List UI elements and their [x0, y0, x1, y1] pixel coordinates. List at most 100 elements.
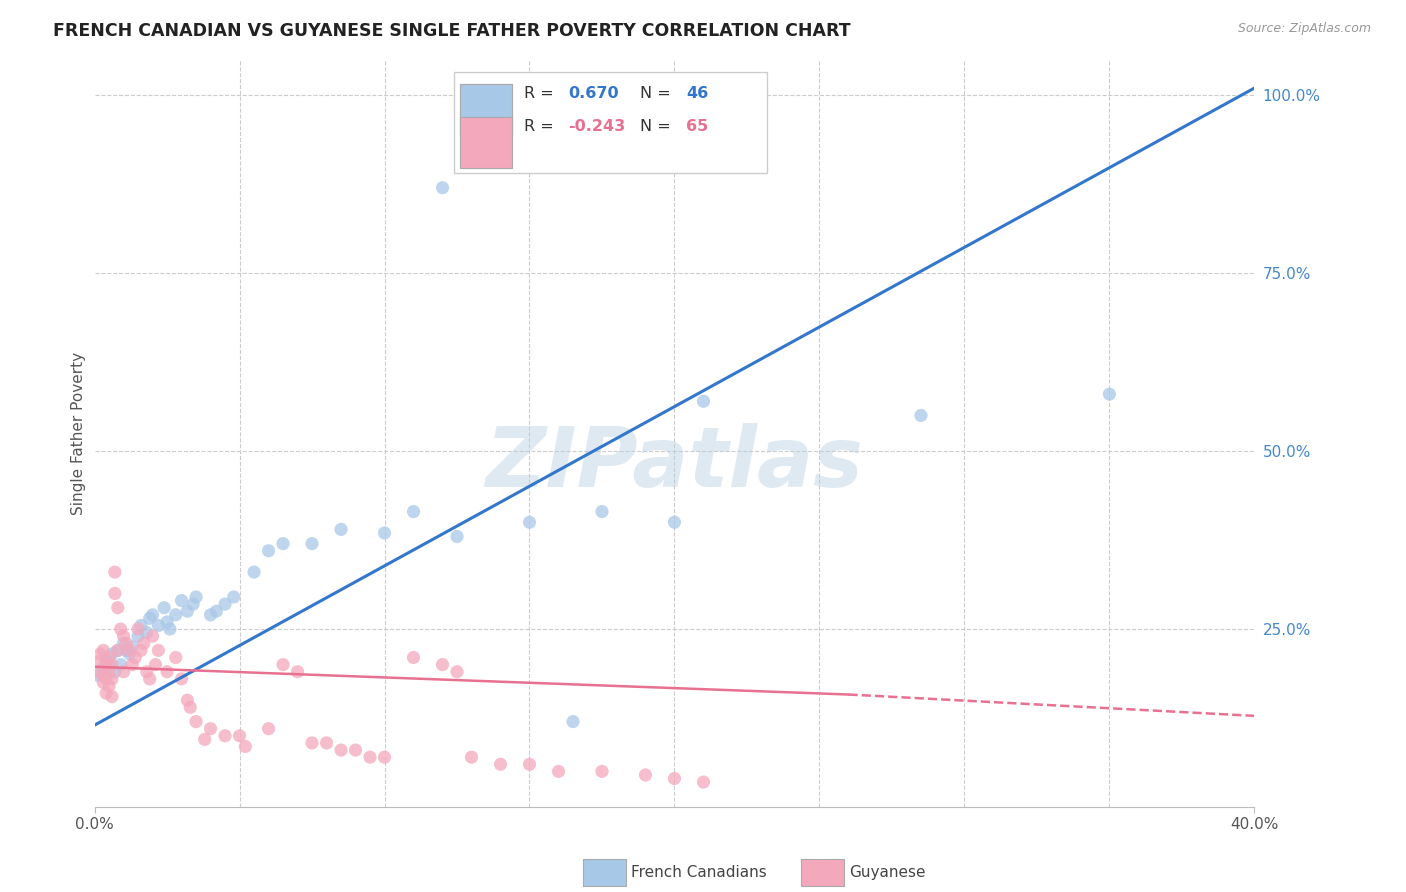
Point: [142, 629, 165, 643]
Text: 0.670: 0.670: [568, 86, 619, 101]
Y-axis label: Single Father Poverty: Single Father Poverty: [72, 351, 86, 515]
Point: [179, 700, 201, 714]
Point: [205, 604, 228, 618]
Point: [96, 657, 118, 672]
Point: [184, 714, 207, 729]
Point: [127, 622, 149, 636]
Point: [402, 650, 425, 665]
Point: [1098, 387, 1121, 401]
Point: [170, 593, 193, 607]
Point: [489, 757, 512, 772]
Point: [271, 536, 294, 550]
Point: [96, 672, 118, 686]
Point: [214, 597, 236, 611]
Point: [165, 607, 187, 622]
Point: [176, 604, 198, 618]
Point: [315, 736, 337, 750]
Point: [200, 722, 222, 736]
Point: [107, 600, 129, 615]
Point: [233, 739, 256, 754]
Point: [692, 775, 714, 789]
Point: [591, 764, 613, 779]
Point: [446, 665, 468, 679]
Point: [96, 654, 118, 668]
Point: [591, 505, 613, 519]
Point: [910, 409, 932, 423]
Point: [112, 665, 135, 679]
Text: French Canadians: French Canadians: [631, 865, 768, 880]
Text: N =: N =: [640, 120, 675, 135]
Point: [330, 743, 353, 757]
Text: R =: R =: [523, 120, 558, 135]
Text: 65: 65: [686, 120, 709, 135]
Point: [89, 654, 111, 668]
Point: [194, 732, 217, 747]
Text: Source: ZipAtlas.com: Source: ZipAtlas.com: [1237, 22, 1371, 36]
Point: [91, 668, 114, 682]
Point: [127, 629, 149, 643]
FancyBboxPatch shape: [460, 117, 512, 168]
Point: [98, 657, 121, 672]
Point: [129, 618, 152, 632]
Point: [446, 529, 468, 543]
Point: [107, 643, 129, 657]
Point: [112, 629, 135, 643]
Point: [110, 622, 132, 636]
Point: [271, 657, 294, 672]
Text: Guyanese: Guyanese: [849, 865, 925, 880]
Point: [132, 636, 155, 650]
Point: [148, 618, 170, 632]
Point: [257, 543, 280, 558]
Text: FRENCH CANADIAN VS GUYANESE SINGLE FATHER POVERTY CORRELATION CHART: FRENCH CANADIAN VS GUYANESE SINGLE FATHE…: [53, 22, 851, 40]
Text: R =: R =: [523, 86, 558, 101]
Point: [138, 672, 160, 686]
Point: [96, 686, 118, 700]
Point: [86, 665, 108, 679]
Point: [89, 647, 111, 661]
Point: [142, 607, 165, 622]
Point: [91, 675, 114, 690]
Point: [432, 657, 454, 672]
Point: [214, 729, 236, 743]
Point: [112, 636, 135, 650]
Point: [432, 180, 454, 194]
Point: [156, 615, 179, 629]
Point: [124, 650, 146, 665]
Point: [547, 764, 569, 779]
Point: [104, 586, 127, 600]
Point: [110, 657, 132, 672]
Point: [359, 750, 381, 764]
Point: [104, 665, 127, 679]
Point: [664, 515, 686, 529]
Point: [115, 636, 138, 650]
Point: [287, 665, 309, 679]
Point: [301, 536, 323, 550]
Point: [118, 643, 141, 657]
Text: 46: 46: [686, 86, 709, 101]
Point: [115, 643, 138, 657]
Point: [176, 693, 198, 707]
Point: [165, 650, 187, 665]
Point: [330, 522, 353, 536]
Text: N =: N =: [640, 86, 675, 101]
Point: [257, 722, 280, 736]
Point: [101, 690, 124, 704]
Point: [181, 597, 204, 611]
Point: [138, 611, 160, 625]
Point: [98, 650, 121, 665]
Point: [373, 750, 395, 764]
Point: [98, 665, 121, 679]
Point: [156, 665, 179, 679]
Point: [519, 757, 541, 772]
Point: [118, 647, 141, 661]
Point: [460, 750, 482, 764]
Point: [184, 590, 207, 604]
Point: [86, 668, 108, 682]
Point: [121, 657, 143, 672]
Point: [91, 643, 114, 657]
Point: [692, 394, 714, 409]
Point: [222, 590, 245, 604]
Point: [159, 622, 181, 636]
Point: [148, 643, 170, 657]
Point: [129, 643, 152, 657]
